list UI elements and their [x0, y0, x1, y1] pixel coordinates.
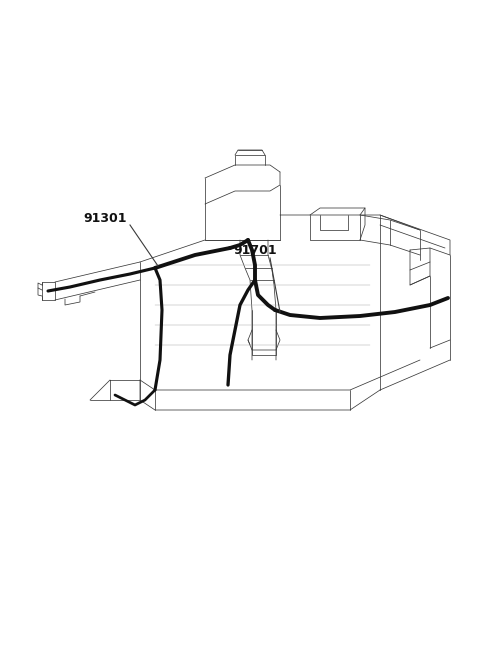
Text: 91701: 91701	[233, 244, 277, 257]
Text: 91301: 91301	[83, 212, 127, 225]
